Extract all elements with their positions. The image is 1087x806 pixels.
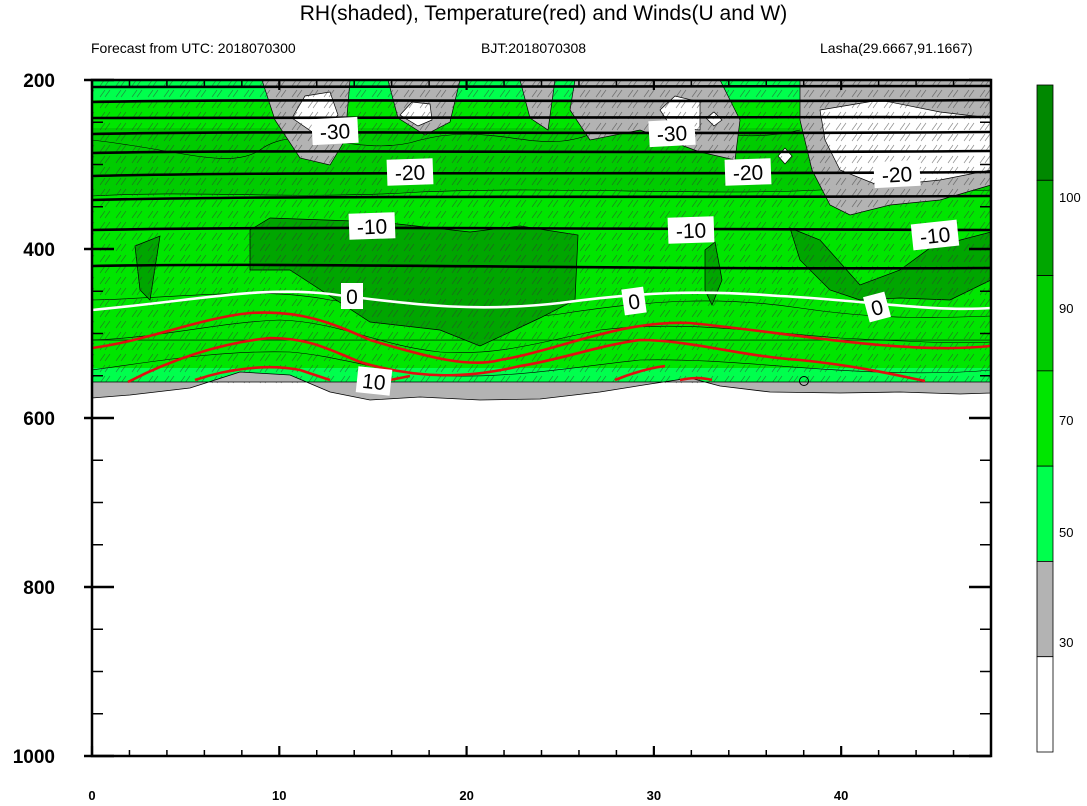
contour-label-10: 0	[863, 291, 891, 323]
temperature-lines	[92, 311, 991, 384]
contour-label-text: -20	[881, 163, 913, 188]
colorbar-seg-6	[1036, 656, 1054, 753]
x-tick-1: 10	[272, 788, 286, 803]
contour-label-2: -20	[386, 158, 434, 186]
x-tick-4: 40	[834, 788, 848, 803]
contour-label-text: -20	[732, 161, 763, 185]
contour-label-text: -10	[919, 223, 952, 249]
x-tick-3: 30	[647, 788, 661, 803]
bjt-label: BJT:2018070308	[481, 40, 587, 56]
colorbar-seg-0	[1036, 84, 1054, 181]
y-tick-3: 800	[23, 578, 55, 599]
x-tick-0: 0	[88, 788, 95, 803]
colorbar-seg-4	[1036, 465, 1054, 562]
contour-label-text: 0	[346, 286, 358, 309]
colorbar: 30 50 70 90 100	[1036, 84, 1081, 753]
y-tick-2: 600	[23, 409, 55, 430]
colorbar-tick-4: 100	[1059, 190, 1081, 205]
contour-label-8: 0	[341, 283, 363, 309]
colorbar-seg-3	[1036, 370, 1054, 467]
x-tick-2: 20	[459, 788, 473, 803]
contour-label-text: -10	[675, 219, 706, 243]
colorbar-tick-3: 90	[1059, 301, 1073, 316]
contour-label-3: -20	[724, 158, 772, 186]
colorbar-tick-1: 50	[1059, 525, 1073, 540]
plot-frame	[84, 78, 993, 758]
forecast-label: Forecast from UTC: 2018070300	[91, 40, 296, 56]
contour-label-text: -20	[394, 161, 425, 185]
plot-area: -30 -30 -20 -20 -20 -10 -10 -10 0 0 0 10	[92, 80, 991, 401]
colorbar-tick-0: 30	[1059, 635, 1073, 650]
colorbar-seg-5	[1036, 561, 1054, 658]
contour-label-1: -30	[648, 118, 696, 148]
wind-barbs	[92, 80, 991, 385]
colorbar-tick-2: 70	[1059, 413, 1073, 428]
contour-label-6: -10	[667, 216, 715, 244]
contour-label-text: 0	[627, 290, 642, 314]
y-tick-4: 1000	[13, 747, 55, 768]
zero-isotherm	[92, 290, 991, 312]
chart-title: RH(shaded), Temperature(red) and Winds(U…	[299, 2, 788, 25]
contour-labels: -30 -30 -20 -20 -20 -10 -10 -10 0 0 0 10	[311, 116, 960, 396]
contour-label-11: 10	[355, 366, 393, 396]
y-tick-0: 200	[23, 71, 55, 92]
contour-label-4: -20	[873, 159, 921, 189]
contour-label-0: -30	[311, 116, 359, 146]
contour-label-5: -10	[348, 212, 396, 240]
station-label: Lasha(29.6667,91.1667)	[820, 40, 973, 56]
colorbar-seg-2	[1036, 275, 1054, 372]
contour-label-9: 0	[621, 286, 647, 316]
isotherms	[92, 84, 991, 270]
contour-label-text: 10	[361, 370, 387, 395]
y-tick-1: 400	[23, 240, 55, 261]
colorbar-seg-1	[1036, 179, 1054, 276]
terrain	[92, 371, 991, 401]
contour-label-text: 0	[869, 296, 886, 321]
contour-label-text: -30	[319, 120, 351, 145]
station-marker	[799, 376, 809, 386]
contour-label-text: -30	[656, 122, 688, 147]
contour-label-text: -10	[356, 215, 387, 239]
contour-label-7: -10	[910, 219, 960, 251]
